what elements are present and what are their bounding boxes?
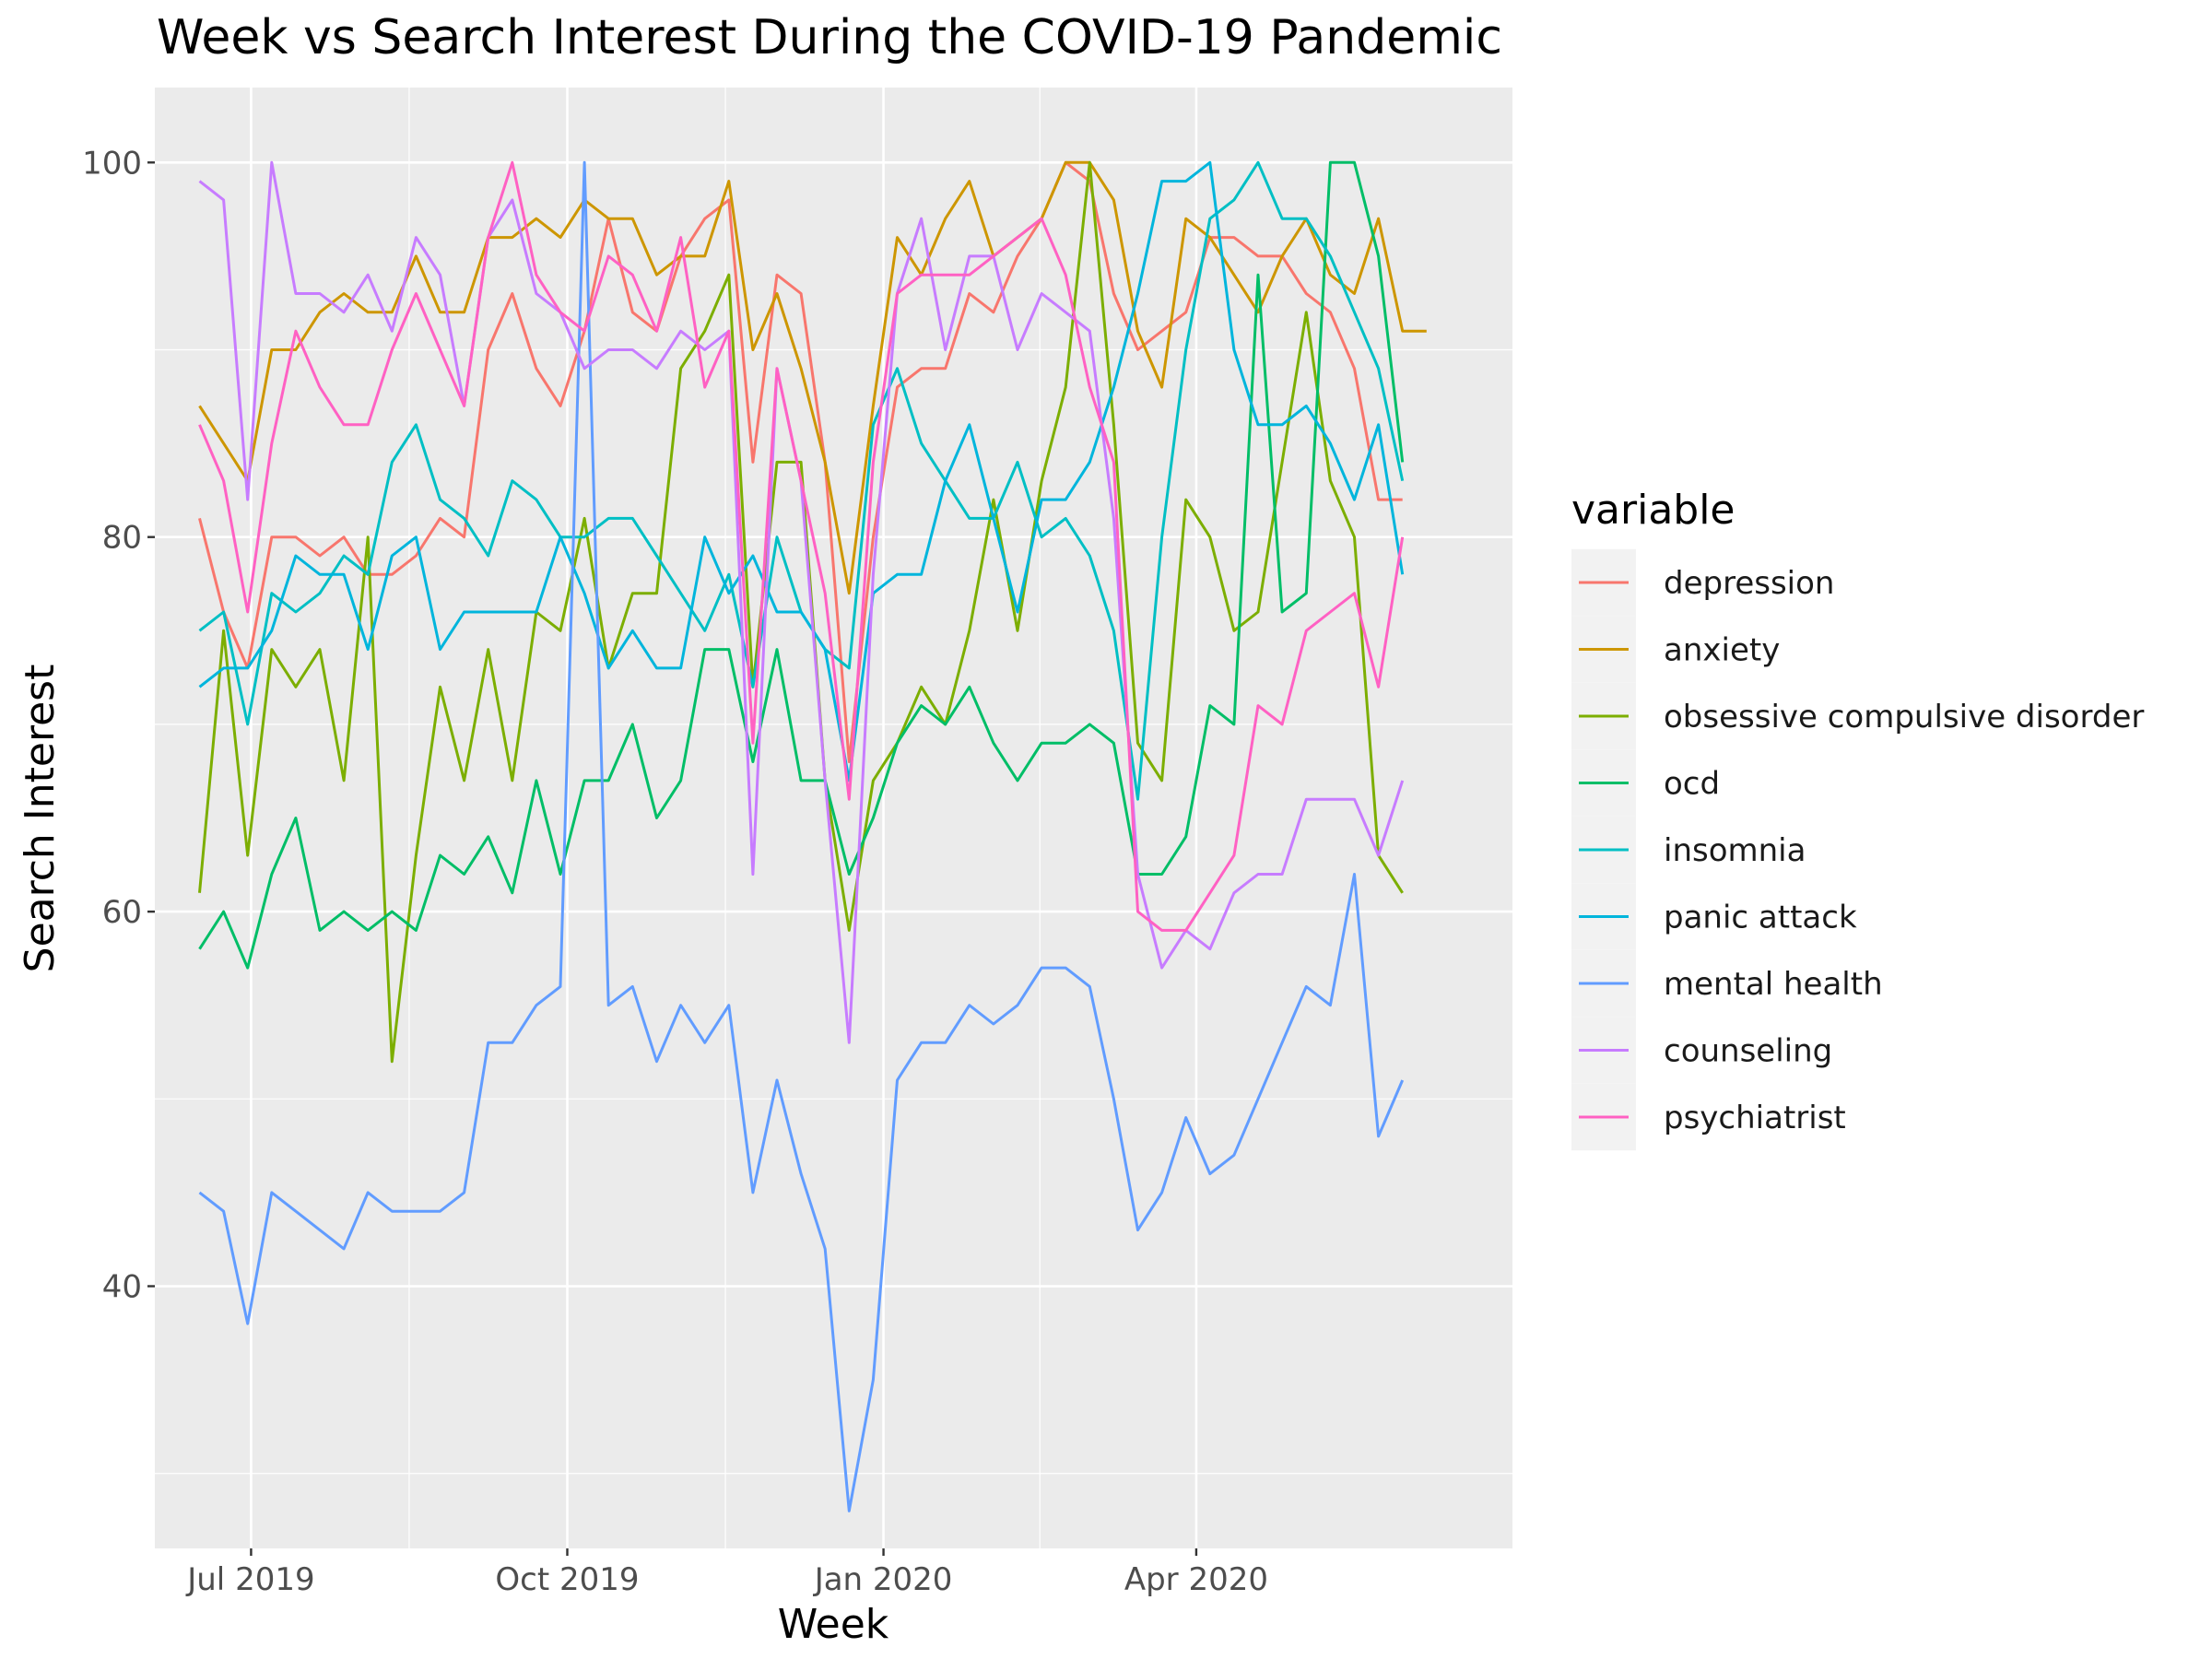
y-tick-label: 80 (102, 520, 142, 557)
series-line-obsessive-compulsive-disorder (198, 160, 1404, 1064)
chart-title: Week vs Search Interest During the COVID… (157, 10, 1502, 65)
y-axis: 40 60 80 100 (82, 145, 155, 1306)
legend-items: depression anxiety obsessive compulsive di… (1571, 548, 2144, 1151)
series-line-mental-health (198, 160, 1405, 1512)
series-lines (198, 160, 1427, 1512)
grid-minor (155, 88, 1512, 1548)
x-axis: Jul 2019 Oct 2019 Jan 2020 Apr 2020 (185, 1548, 1268, 1598)
grid-major (155, 88, 1512, 1548)
legend-label: obsessive compulsive disorder (1664, 699, 2144, 735)
y-tick-label: 40 (102, 1269, 142, 1306)
x-tick-label: Jan 2020 (813, 1561, 953, 1598)
series-line-panic-attack (198, 160, 1405, 782)
legend-label: panic attack (1664, 900, 1857, 936)
legend-title: variable (1571, 487, 1735, 534)
x-tick-label: Apr 2020 (1124, 1561, 1268, 1598)
series-line-ocd (198, 160, 1405, 970)
series-line-psychiatrist (198, 160, 1405, 932)
y-tick-label: 60 (102, 894, 142, 931)
legend-label: insomnia (1664, 832, 1806, 869)
legend-label: anxiety (1664, 632, 1780, 669)
legend-label: psychiatrist (1664, 1100, 1846, 1136)
legend-label: depression (1664, 565, 1834, 602)
legend-label: ocd (1664, 766, 1720, 803)
legend-label: mental health (1664, 966, 1883, 1003)
legend-label: counseling (1664, 1033, 1832, 1070)
x-axis-title: Week (778, 1601, 889, 1648)
y-axis-title: Search Interest (17, 665, 64, 973)
x-tick-label: Jul 2019 (185, 1561, 314, 1598)
legend: variable depression anxiety obsessive comp… (1571, 487, 2144, 1151)
x-tick-label: Oct 2019 (495, 1561, 639, 1598)
y-tick-label: 100 (82, 145, 142, 182)
